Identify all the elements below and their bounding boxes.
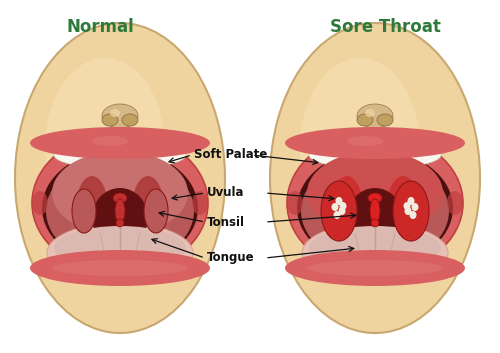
Ellipse shape bbox=[340, 202, 346, 210]
Ellipse shape bbox=[144, 189, 168, 233]
Ellipse shape bbox=[115, 199, 125, 223]
Ellipse shape bbox=[30, 127, 210, 159]
Ellipse shape bbox=[54, 226, 186, 270]
Ellipse shape bbox=[45, 58, 165, 238]
Ellipse shape bbox=[370, 199, 380, 223]
Ellipse shape bbox=[321, 181, 357, 241]
Ellipse shape bbox=[47, 223, 193, 283]
Text: Sore Throat: Sore Throat bbox=[330, 18, 440, 36]
Ellipse shape bbox=[92, 136, 128, 146]
Ellipse shape bbox=[113, 193, 127, 203]
Ellipse shape bbox=[52, 260, 188, 276]
Ellipse shape bbox=[309, 226, 441, 270]
Ellipse shape bbox=[297, 150, 453, 266]
Text: Tonsil: Tonsil bbox=[207, 215, 245, 228]
Ellipse shape bbox=[116, 219, 124, 227]
Text: Uvula: Uvula bbox=[207, 186, 244, 199]
Ellipse shape bbox=[393, 181, 429, 241]
Ellipse shape bbox=[92, 188, 148, 248]
Ellipse shape bbox=[46, 157, 194, 265]
Ellipse shape bbox=[301, 157, 449, 265]
Ellipse shape bbox=[410, 211, 416, 219]
Ellipse shape bbox=[412, 203, 418, 211]
Ellipse shape bbox=[355, 135, 395, 147]
Ellipse shape bbox=[100, 135, 140, 147]
Ellipse shape bbox=[347, 136, 383, 146]
Ellipse shape bbox=[32, 133, 208, 273]
Ellipse shape bbox=[42, 150, 198, 266]
Ellipse shape bbox=[447, 191, 463, 215]
Ellipse shape bbox=[387, 176, 419, 240]
Ellipse shape bbox=[347, 188, 403, 248]
Ellipse shape bbox=[357, 114, 373, 126]
Ellipse shape bbox=[52, 151, 188, 235]
Ellipse shape bbox=[404, 202, 410, 210]
Ellipse shape bbox=[30, 250, 210, 286]
Ellipse shape bbox=[302, 223, 448, 283]
Ellipse shape bbox=[309, 141, 441, 169]
Ellipse shape bbox=[72, 189, 96, 233]
Ellipse shape bbox=[285, 250, 465, 286]
Ellipse shape bbox=[371, 219, 379, 227]
Ellipse shape bbox=[307, 260, 443, 276]
Ellipse shape bbox=[76, 176, 108, 240]
Ellipse shape bbox=[122, 114, 138, 126]
Ellipse shape bbox=[287, 133, 463, 273]
Ellipse shape bbox=[102, 104, 138, 128]
Ellipse shape bbox=[285, 127, 465, 159]
Text: Normal: Normal bbox=[66, 18, 134, 36]
Ellipse shape bbox=[365, 109, 375, 117]
Ellipse shape bbox=[332, 203, 338, 211]
Ellipse shape bbox=[408, 197, 414, 205]
Ellipse shape bbox=[270, 23, 480, 333]
Ellipse shape bbox=[368, 193, 382, 203]
Ellipse shape bbox=[404, 207, 411, 215]
Text: Tongue: Tongue bbox=[207, 251, 254, 264]
Text: Soft Palate: Soft Palate bbox=[194, 149, 268, 162]
Ellipse shape bbox=[331, 176, 363, 240]
Ellipse shape bbox=[32, 191, 48, 215]
Ellipse shape bbox=[192, 191, 208, 215]
Ellipse shape bbox=[336, 197, 342, 205]
Ellipse shape bbox=[338, 207, 345, 215]
Ellipse shape bbox=[300, 58, 420, 238]
Ellipse shape bbox=[357, 104, 393, 128]
Ellipse shape bbox=[54, 141, 186, 169]
Ellipse shape bbox=[110, 109, 120, 117]
Ellipse shape bbox=[102, 114, 118, 126]
Ellipse shape bbox=[334, 211, 340, 219]
Ellipse shape bbox=[15, 23, 225, 333]
Ellipse shape bbox=[287, 191, 303, 215]
Ellipse shape bbox=[307, 151, 443, 235]
Ellipse shape bbox=[132, 176, 164, 240]
Ellipse shape bbox=[377, 114, 393, 126]
